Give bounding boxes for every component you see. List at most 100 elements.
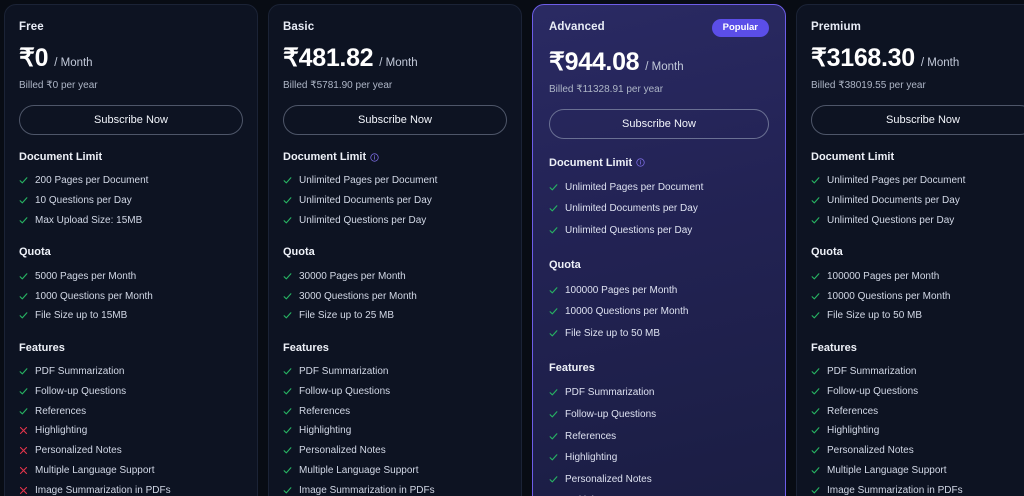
plan-card-free[interactable]: Free ₹0 / Month Billed ₹0 per year Subscribe… [4, 4, 258, 496]
feature-label: PDF Summarization [299, 366, 389, 378]
feature-label: Multiple Language Support [827, 464, 947, 476]
feature-row: 10 Questions per Day [19, 191, 243, 211]
features-title-text: Features [19, 341, 65, 354]
feature-row: Unlimited Questions per Day [811, 211, 1024, 231]
quota-section: Quota 5000 Pages per Month 1000 Questions … [19, 246, 243, 325]
price-row: ₹944.08 / Month [549, 47, 769, 77]
price-row: ₹3168.30 / Month [811, 43, 1024, 73]
check-icon [19, 196, 28, 205]
check-icon [19, 272, 28, 281]
check-icon [283, 367, 292, 376]
feature-row: Image Summarization in PDFs [19, 480, 243, 496]
feature-row: 100000 Pages per Month [811, 266, 1024, 286]
feature-label: 10 Questions per Day [35, 195, 132, 207]
features-section: Features PDF Summarization Follow-up Quest… [549, 362, 769, 496]
feature-row: PDF Summarization [19, 362, 243, 382]
feature-label: 200 Pages per Document [35, 175, 149, 187]
feature-label: PDF Summarization [35, 366, 125, 378]
feature-row: 1000 Questions per Month [19, 286, 243, 306]
feature-label: Unlimited Questions per Day [299, 214, 427, 226]
feature-row: Unlimited Questions per Day [549, 220, 769, 242]
feature-label: References [827, 405, 879, 417]
check-icon [283, 426, 292, 435]
feature-label: Unlimited Questions per Day [827, 214, 955, 226]
feature-row: Personalized Notes [811, 441, 1024, 461]
plan-header: Basic [283, 21, 507, 33]
plan-card-basic[interactable]: Basic ₹481.82 / Month Billed ₹5781.90 per y… [268, 4, 522, 496]
plan-name: Premium [811, 21, 861, 33]
document-limit-section: Document Limit Unlimited Pages per Docume… [811, 151, 1024, 230]
feature-row: Multiple Language Support [19, 461, 243, 481]
feature-row: PDF Summarization [549, 382, 769, 404]
document-limit-title-text: Document Limit [283, 151, 367, 163]
quota-section: Quota 100000 Pages per Month 10000 Questio… [549, 259, 769, 344]
feature-row: Follow-up Questions [19, 381, 243, 401]
document-limit-title: Document Limit [283, 151, 507, 163]
feature-label: Unlimited Questions per Day [565, 224, 693, 236]
feature-label: 5000 Pages per Month [35, 270, 137, 282]
subscribe-button[interactable]: Subscribe Now [549, 108, 769, 139]
quota-list: 5000 Pages per Month 1000 Questions per M… [19, 266, 243, 325]
plan-card-premium[interactable]: Premium ₹3168.30 / Month Billed ₹38019.55 p… [796, 4, 1024, 496]
feature-row: 10000 Questions per Month [549, 301, 769, 323]
feature-label: Unlimited Pages per Document [827, 175, 966, 187]
plan-card-advanced[interactable]: Advanced Popular ₹944.08 / Month Billed ₹113… [532, 4, 786, 496]
info-circle-icon[interactable] [370, 152, 379, 162]
check-icon [283, 486, 292, 495]
document-limit-title-text: Document Limit [19, 151, 103, 163]
billed-annually-text: Billed ₹38019.55 per year [811, 80, 926, 91]
document-limit-list: Unlimited Pages per Document Unlimited Do… [549, 177, 769, 242]
check-icon [549, 307, 558, 316]
plan-price: ₹481.82 [283, 44, 374, 72]
check-icon [283, 176, 292, 185]
features-list: PDF Summarization Follow-up Questions Refe… [811, 362, 1024, 496]
feature-row: Follow-up Questions [549, 404, 769, 426]
features-title-text: Features [811, 341, 857, 354]
feature-label: Unlimited Pages per Document [299, 175, 438, 187]
features-title: Features [811, 342, 1024, 354]
feature-row: Personalized Notes [549, 468, 769, 490]
check-icon [19, 176, 28, 185]
features-list: PDF Summarization Follow-up Questions Refe… [19, 362, 243, 496]
plan-name: Basic [283, 21, 315, 33]
subscribe-button[interactable]: Subscribe Now [283, 105, 507, 135]
feature-row: 100000 Pages per Month [549, 279, 769, 301]
feature-row: References [19, 401, 243, 421]
feature-label: Multiple Language Support [35, 464, 155, 476]
check-icon [283, 311, 292, 320]
check-icon [19, 216, 28, 225]
check-icon [283, 196, 292, 205]
price-row: ₹481.82 / Month [283, 43, 507, 73]
feature-row: Personalized Notes [283, 441, 507, 461]
feature-label: Highlighting [827, 425, 880, 437]
check-icon [283, 466, 292, 475]
check-icon [811, 387, 820, 396]
info-circle-icon[interactable] [636, 158, 645, 167]
subscribe-button[interactable]: Subscribe Now [811, 105, 1024, 135]
document-limit-title-text: Document Limit [811, 151, 895, 163]
feature-label: Follow-up Questions [565, 408, 657, 420]
check-icon [283, 216, 292, 225]
check-icon [811, 486, 820, 495]
features-section: Features PDF Summarization Follow-up Quest… [811, 342, 1024, 496]
check-icon [283, 407, 292, 416]
feature-label: File Size up to 25 MB [299, 310, 395, 322]
feature-label: Unlimited Documents per Day [565, 203, 698, 215]
plan-period: / Month [920, 57, 960, 69]
features-title-text: Features [283, 341, 329, 354]
plan-name: Advanced [549, 21, 605, 33]
feature-row: Image Summarization in PDFs [283, 480, 507, 496]
feature-label: Personalized Notes [565, 473, 652, 485]
subscribe-button[interactable]: Subscribe Now [19, 105, 243, 135]
document-limit-list: Unlimited Pages per Document Unlimited Do… [811, 171, 1024, 230]
feature-row: 30000 Pages per Month [283, 266, 507, 286]
feature-row: Unlimited Pages per Document [283, 171, 507, 191]
feature-row: Follow-up Questions [283, 381, 507, 401]
document-limit-title: Document Limit [549, 157, 769, 169]
feature-label: File Size up to 15MB [35, 310, 128, 322]
feature-label: 100000 Pages per Month [565, 284, 678, 296]
feature-label: File Size up to 50 MB [565, 327, 661, 339]
plan-header: Premium [811, 21, 1024, 33]
plan-price: ₹3168.30 [811, 44, 915, 72]
